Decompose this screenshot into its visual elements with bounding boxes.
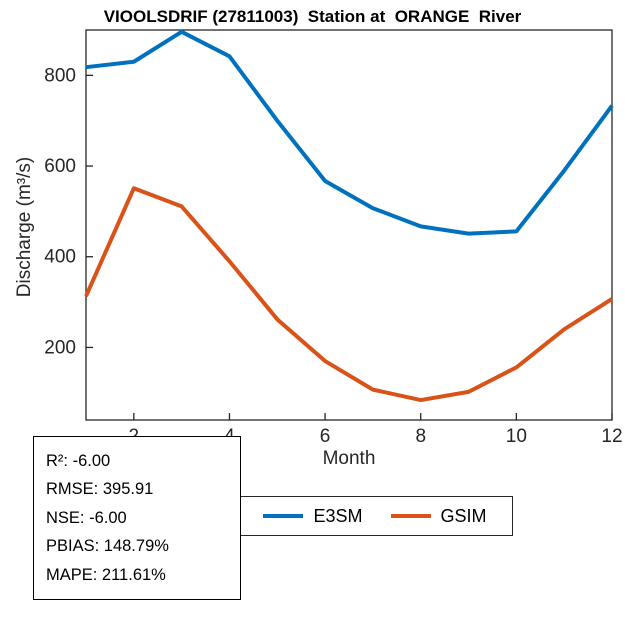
svg-text:10: 10: [506, 426, 527, 447]
e3sm-line-swatch: [263, 514, 304, 518]
svg-text:12: 12: [601, 426, 622, 447]
stat-mape: MAPE: 211.61%: [46, 565, 166, 584]
svg-text:800: 800: [44, 65, 76, 86]
stat-rmse: RMSE: 395.91: [46, 480, 154, 499]
legend-item-gsim: GSIM: [390, 505, 487, 527]
stats-box: R²: -6.00 RMSE: 395.91 NSE: -6.00 PBIAS:…: [33, 436, 241, 600]
stat-r2: R²: -6.00: [46, 452, 111, 470]
legend-label-e3sm: E3SM: [313, 505, 363, 526]
legend-label-gsim: GSIM: [440, 505, 487, 526]
legend-item-e3sm: E3SM: [263, 505, 363, 527]
svg-text:8: 8: [415, 426, 426, 447]
svg-text:600: 600: [44, 156, 76, 177]
chart-legend: E3SM GSIM: [237, 496, 513, 536]
stat-nse: NSE: -6.00: [46, 508, 127, 527]
svg-text:200: 200: [44, 337, 76, 358]
discharge-line-chart: 24681012200400600800: [44, 29, 623, 447]
gsim-line-swatch: [390, 514, 431, 518]
chart-title: VIOOLSDRIF (27811003) Station at ORANGE …: [103, 7, 522, 26]
x-axis-label: Month: [322, 448, 376, 469]
stat-pbias: PBIAS: 148.79%: [46, 537, 169, 556]
svg-text:6: 6: [320, 426, 331, 447]
y-axis-label: Discharge (m³/s): [14, 156, 35, 298]
svg-text:400: 400: [44, 247, 76, 268]
